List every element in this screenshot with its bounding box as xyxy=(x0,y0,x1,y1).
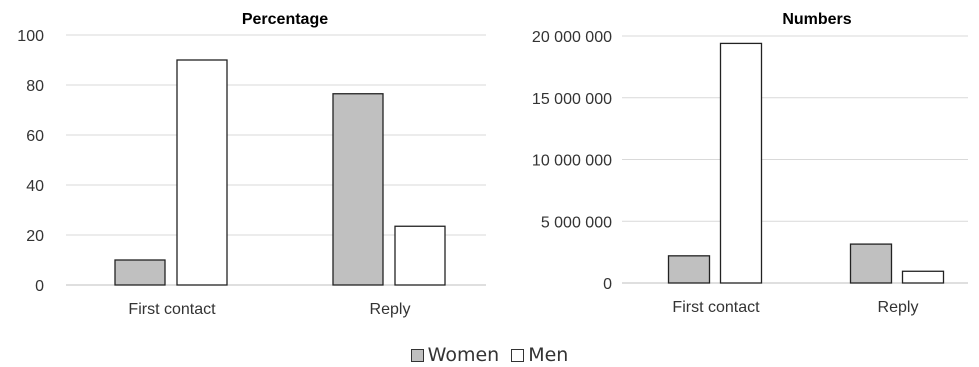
y-tick-label: 0 xyxy=(35,278,44,295)
y-tick-label: 10 000 000 xyxy=(532,153,612,170)
chart-title: Numbers xyxy=(782,11,851,28)
y-tick-label: 5 000 000 xyxy=(541,214,612,231)
bar-men xyxy=(394,225,446,286)
percentage-chart: Percentage 0 20 40 60 80 100 First contact Reply xyxy=(17,11,486,318)
y-tick-label: 20 xyxy=(26,228,44,245)
chart-canvas: Percentage 0 20 40 60 80 100 First contact Reply… xyxy=(17,11,968,318)
y-tick-label: 0 xyxy=(603,276,612,293)
legend-item-women: Women xyxy=(410,344,500,366)
y-tick-label: 100 xyxy=(17,28,44,45)
legend-swatch-women xyxy=(410,348,424,362)
y-tick-label: 80 xyxy=(26,78,44,95)
legend-label-men: Men xyxy=(528,344,569,366)
bar-men xyxy=(176,59,228,286)
x-category-label: Reply xyxy=(370,301,411,318)
numbers-chart: Numbers 0 5 000 000 10 000 000 15 000 000 20 … xyxy=(532,11,968,316)
bar-women xyxy=(667,255,711,284)
bar-women xyxy=(114,259,166,286)
y-tick-label: 40 xyxy=(26,178,44,195)
bar-men xyxy=(901,270,945,284)
bar-women xyxy=(849,243,893,284)
chart-title: Percentage xyxy=(242,11,328,28)
x-category-label: First contact xyxy=(672,299,760,316)
x-category-label: First contact xyxy=(128,301,216,318)
y-tick-label: 20 000 000 xyxy=(532,29,612,46)
y-tick-label: 60 xyxy=(26,128,44,145)
chart-legend: Women Men xyxy=(0,343,979,367)
x-category-label: Reply xyxy=(878,299,919,316)
legend-swatch-men xyxy=(511,348,525,362)
y-tick-label: 15 000 000 xyxy=(532,91,612,108)
legend-item-men: Men xyxy=(511,344,568,366)
legend-label-women: Women xyxy=(427,344,500,366)
bar-men xyxy=(719,42,763,284)
bar-women xyxy=(332,93,384,286)
